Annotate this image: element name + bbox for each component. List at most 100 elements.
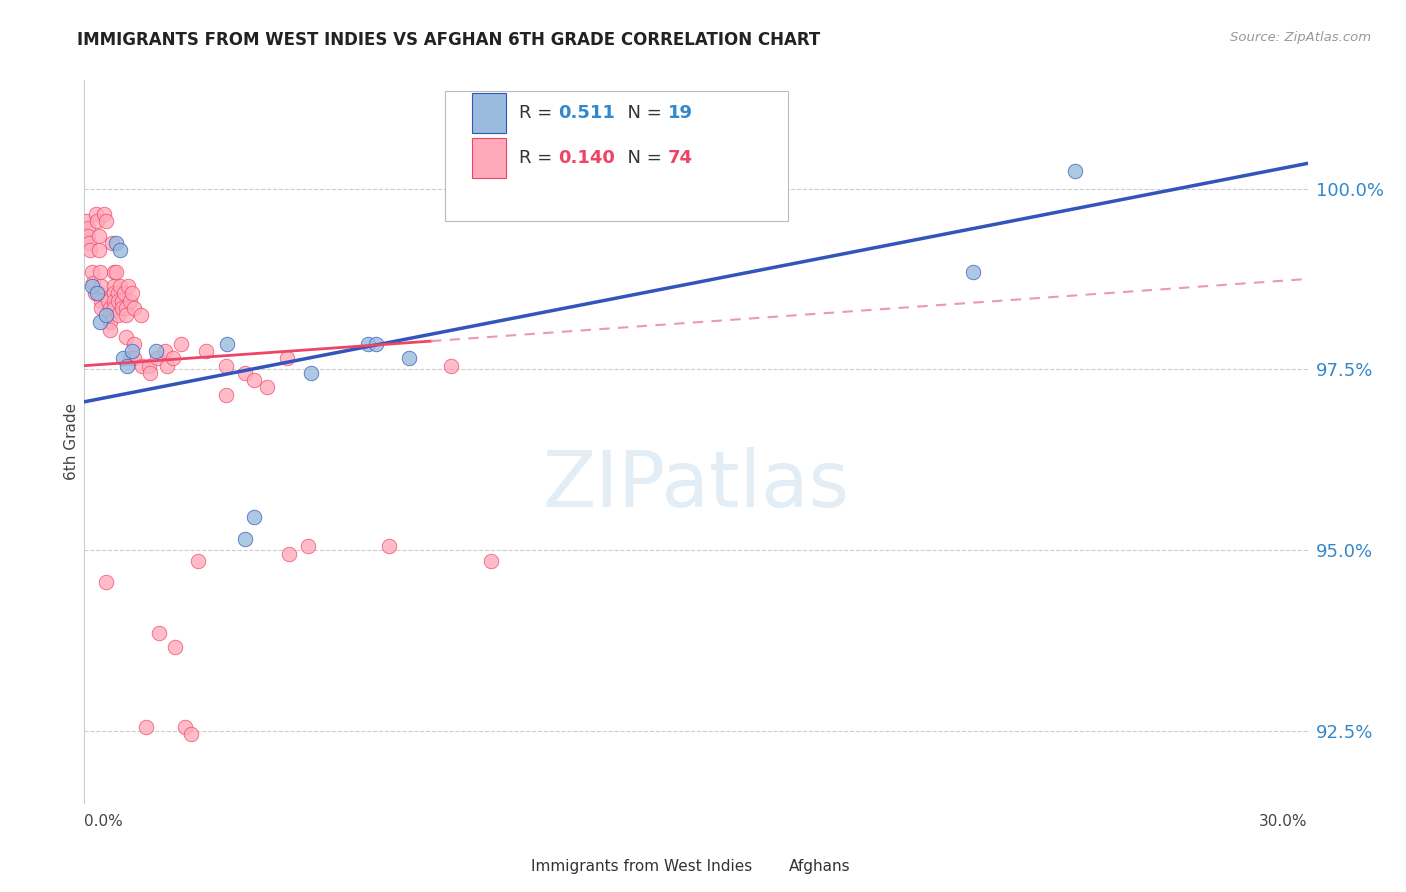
Text: 30.0%: 30.0% — [1260, 814, 1308, 829]
Point — [174, 720, 197, 734]
Point — [1064, 163, 1087, 178]
Text: R =: R = — [519, 104, 558, 122]
Point — [121, 286, 143, 301]
Point — [378, 539, 401, 553]
Point — [87, 228, 110, 243]
Point — [163, 640, 186, 655]
Point — [94, 214, 117, 228]
Point — [83, 286, 105, 301]
Point — [962, 265, 984, 279]
Point — [215, 359, 238, 373]
Point — [217, 337, 239, 351]
Point — [80, 279, 103, 293]
Point — [87, 243, 110, 257]
Point — [145, 344, 167, 359]
Point — [94, 308, 117, 322]
Point — [146, 351, 169, 366]
Point — [139, 366, 162, 380]
Point — [94, 575, 117, 590]
Point — [122, 301, 145, 315]
Text: 0.511: 0.511 — [558, 104, 614, 122]
Point — [103, 301, 125, 315]
Point — [107, 286, 129, 301]
FancyBboxPatch shape — [472, 94, 506, 133]
Point — [103, 265, 125, 279]
FancyBboxPatch shape — [446, 91, 787, 221]
Point — [103, 279, 125, 293]
Point — [75, 214, 97, 228]
Text: 74: 74 — [668, 149, 693, 167]
Text: 19: 19 — [668, 104, 693, 122]
Point — [90, 293, 112, 308]
Point — [103, 293, 125, 308]
Point — [122, 351, 145, 366]
Point — [242, 510, 264, 524]
Point — [97, 293, 120, 308]
Point — [153, 344, 176, 359]
Point — [105, 265, 128, 279]
Point — [77, 235, 100, 250]
Point — [118, 293, 141, 308]
Text: N =: N = — [616, 149, 668, 167]
Point — [479, 554, 502, 568]
FancyBboxPatch shape — [472, 138, 506, 178]
Point — [107, 293, 129, 308]
Point — [439, 359, 461, 373]
Point — [115, 330, 138, 344]
Text: 0.140: 0.140 — [558, 149, 614, 167]
FancyBboxPatch shape — [751, 853, 782, 880]
Point — [121, 344, 143, 359]
FancyBboxPatch shape — [494, 853, 524, 880]
Point — [98, 315, 121, 329]
Text: ZIPatlas: ZIPatlas — [543, 447, 849, 523]
Point — [89, 265, 111, 279]
Point — [110, 279, 132, 293]
Point — [76, 221, 98, 235]
Point — [235, 532, 257, 546]
Point — [79, 243, 101, 257]
Text: IMMIGRANTS FROM WEST INDIES VS AFGHAN 6TH GRADE CORRELATION CHART: IMMIGRANTS FROM WEST INDIES VS AFGHAN 6T… — [77, 31, 821, 49]
Point — [122, 337, 145, 351]
Point — [111, 301, 134, 315]
Text: N =: N = — [616, 104, 668, 122]
Text: Source: ZipAtlas.com: Source: ZipAtlas.com — [1230, 31, 1371, 45]
Point — [98, 308, 121, 322]
Point — [110, 243, 132, 257]
Point — [77, 228, 100, 243]
Point — [90, 301, 112, 315]
Point — [242, 373, 264, 387]
Point — [98, 322, 121, 336]
Point — [87, 286, 110, 301]
Point — [162, 351, 184, 366]
Point — [86, 286, 108, 301]
Point — [194, 344, 217, 359]
Point — [297, 539, 319, 553]
Text: 0.0%: 0.0% — [84, 814, 124, 829]
Point — [156, 359, 179, 373]
Point — [131, 359, 153, 373]
Point — [256, 380, 278, 394]
Point — [89, 315, 111, 329]
Point — [98, 301, 121, 315]
Point — [90, 279, 112, 293]
Point — [364, 337, 387, 351]
Point — [86, 214, 108, 228]
Point — [357, 337, 380, 351]
Point — [215, 387, 238, 401]
Point — [111, 293, 134, 308]
Point — [278, 547, 301, 561]
Point — [115, 301, 138, 315]
Point — [129, 308, 152, 322]
Point — [112, 351, 135, 366]
Point — [235, 366, 257, 380]
Text: Immigrants from West Indies: Immigrants from West Indies — [531, 859, 752, 874]
Point — [180, 727, 202, 741]
Point — [170, 337, 193, 351]
Point — [84, 207, 107, 221]
Point — [148, 626, 170, 640]
Point — [398, 351, 420, 366]
Point — [103, 286, 125, 301]
Point — [299, 366, 322, 380]
Point — [138, 359, 160, 373]
Point — [276, 351, 298, 366]
